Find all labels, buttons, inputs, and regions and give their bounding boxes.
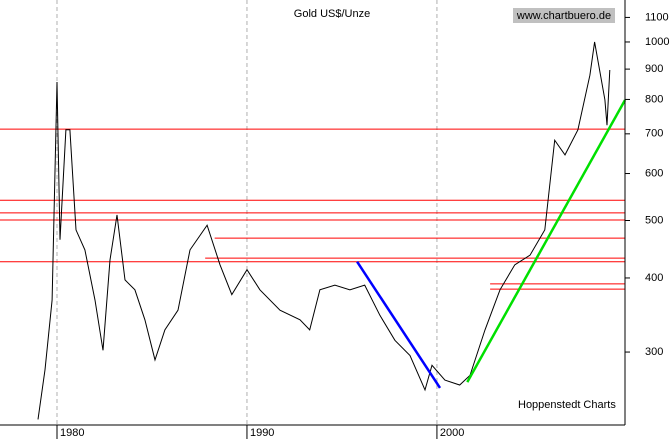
y-tick-label: 700 [645, 128, 663, 140]
watermark: www.chartbuero.de [516, 10, 611, 22]
price-line [37, 41, 611, 420]
source-label: Hoppenstedt Charts [518, 399, 616, 411]
x-tick-label: 1990 [250, 427, 274, 439]
x-tick-label: 1980 [60, 427, 84, 439]
y-tick-label: 600 [645, 167, 663, 179]
trend-line [356, 261, 442, 389]
y-tick-label: 1100 [645, 11, 669, 23]
watermark-box [513, 8, 615, 23]
trend-line [466, 99, 627, 383]
y-tick-label: 300 [645, 346, 663, 358]
y-tick-label: 400 [645, 272, 663, 284]
chart-title: Gold US$/Unze [294, 8, 370, 20]
y-tick-label: 1000 [645, 36, 669, 48]
x-tick-label: 2000 [440, 427, 464, 439]
y-tick-label: 800 [645, 93, 663, 105]
y-tick-label: 500 [645, 214, 663, 226]
y-tick-label: 900 [645, 63, 663, 75]
